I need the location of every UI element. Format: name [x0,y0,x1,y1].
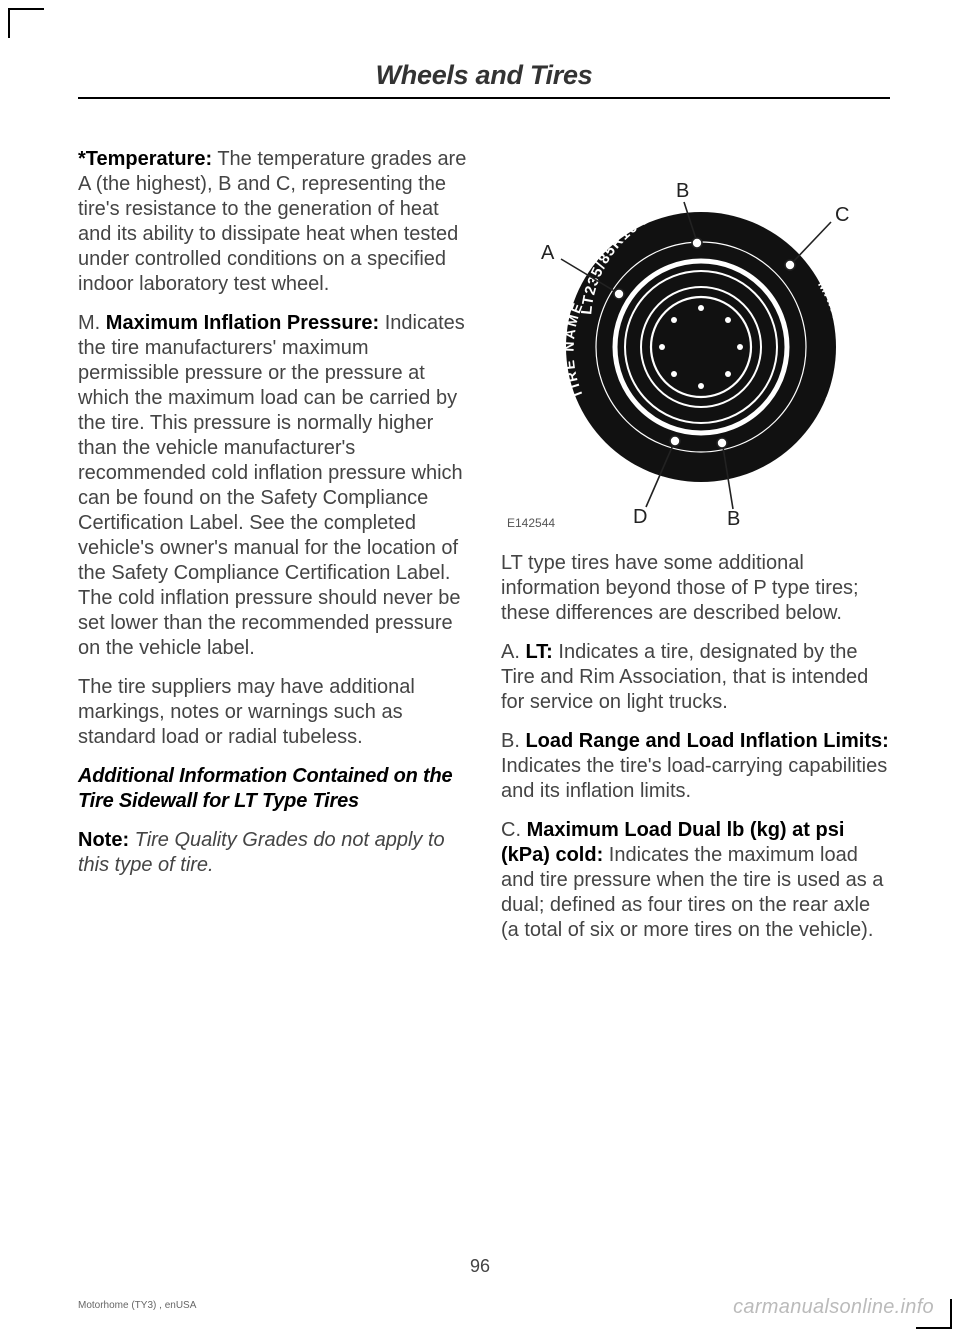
two-column-layout: *Temperature: The temperature grades are… [78,147,890,957]
lt-intro-paragraph: LT type tires have some additional infor… [501,551,890,626]
temperature-body: The temperature grades are A (the highes… [78,148,466,295]
tire-svg: LT235/85R16 D 114/111Q M+S TIRE NAME MAN… [501,147,881,537]
page-number: 96 [0,1256,960,1277]
callout-c: C [835,203,849,228]
item-a-prefix: A. [501,641,525,663]
page-content: Wheels and Tires *Temperature: The tempe… [0,0,960,1007]
supplier-markings-paragraph: The tire suppliers may have additional m… [78,675,467,750]
left-column: *Temperature: The temperature grades are… [78,147,467,957]
figure-id: E142544 [507,516,555,531]
page-title: Wheels and Tires [78,60,890,91]
tire-diagram: LT235/85R16 D 114/111Q M+S TIRE NAME MAN… [501,147,881,537]
watermark: carmanualsonline.info [733,1296,934,1319]
note-paragraph: Note: Tire Quality Grades do not apply t… [78,828,467,878]
note-label: Note: [78,829,129,851]
item-b-prefix: B. [501,730,525,752]
temperature-label: *Temperature: [78,148,212,170]
item-b-label: Load Range and Load Inflation Limits: [525,730,888,752]
item-a-paragraph: A. LT: Indicates a tire, designated by t… [501,640,890,715]
right-column: LT235/85R16 D 114/111Q M+S TIRE NAME MAN… [501,147,890,957]
callout-b-bottom: B [727,507,740,532]
header-divider [78,97,890,99]
item-b-paragraph: B. Load Range and Load Inflation Limits:… [501,729,890,804]
item-a-label: LT: [525,641,552,663]
temperature-paragraph: *Temperature: The temperature grades are… [78,147,467,297]
max-inflation-body: Indicates the tire manufacturers' maximu… [78,312,465,659]
footnote-left: Motorhome (TY3) , enUSA [78,1300,196,1311]
max-inflation-label: Maximum Inflation Pressure: [106,312,379,334]
callout-b-top: B [676,179,689,204]
lt-section-heading: Additional Information Contained on the … [78,764,467,814]
callout-d: D [633,505,647,530]
callout-a: A [541,241,554,266]
item-m-prefix: M. [78,312,106,334]
item-a-body: Indicates a tire, designated by the Tire… [501,641,868,713]
crop-mark-tl [8,8,44,38]
max-inflation-paragraph: M. Maximum Inflation Pressure: Indicates… [78,311,467,661]
note-body: Tire Quality Grades do not apply to this… [78,829,445,876]
item-b-body: Indicates the tire's load-carrying capab… [501,755,887,802]
item-c-prefix: C. [501,819,527,841]
item-c-paragraph: C. Maximum Load Dual lb (kg) at psi (kPa… [501,818,890,943]
